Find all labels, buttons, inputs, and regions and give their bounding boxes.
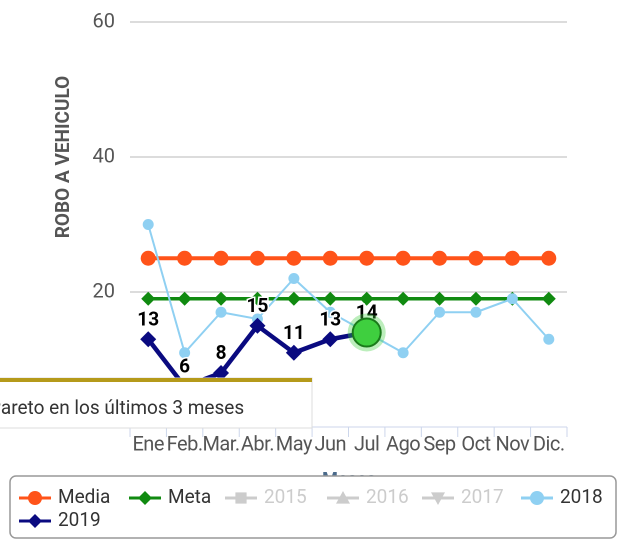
x-tick-label: Ene (132, 431, 164, 455)
data-label: 8 (216, 341, 227, 364)
data-point (286, 250, 302, 266)
x-tick-label: Ago (386, 431, 420, 455)
data-point (470, 306, 482, 318)
data-point (468, 250, 484, 266)
data-point (214, 291, 229, 306)
data-point (322, 331, 339, 348)
data-point (249, 250, 265, 266)
data-point (324, 306, 336, 318)
data-point (541, 250, 557, 266)
data-point (213, 250, 229, 266)
x-tick-label: Abr. (241, 431, 274, 455)
legend-label: 2015 (264, 485, 307, 508)
data-point (285, 344, 302, 361)
data-point (541, 291, 556, 306)
legend-label: Media (58, 485, 110, 508)
legend-marker (28, 514, 42, 528)
x-tick-label: Oct (461, 431, 490, 455)
x-tick-label: May (276, 431, 313, 455)
data-point (142, 219, 154, 230)
x-tick-label: Feb. (167, 431, 203, 455)
legend-item[interactable]: 2015 (225, 485, 307, 508)
data-point (468, 291, 483, 306)
data-point (288, 273, 300, 284)
data-point (359, 291, 374, 306)
y-axis-title: ROBO A VEHICULO (51, 76, 74, 239)
data-point (141, 291, 156, 306)
tooltip-text: Pareto en los últimos 3 meses (0, 396, 244, 419)
y-tick-label: 20 (93, 278, 115, 302)
highlight-marker (351, 317, 382, 348)
y-tick-label: 40 (93, 143, 115, 167)
legend-item[interactable]: Meta (129, 485, 211, 508)
legend-marker (235, 492, 247, 504)
tooltip-border (0, 378, 312, 382)
data-label: 6 (179, 355, 190, 378)
data-point (506, 293, 518, 305)
data-point (432, 291, 447, 306)
legend-item[interactable]: 2018 (521, 485, 603, 508)
legend-marker (530, 491, 544, 505)
legend-label: Meta (168, 485, 211, 508)
legend-marker (336, 491, 350, 504)
data-point (177, 291, 192, 306)
x-tick-label: Jun (314, 431, 346, 455)
data-point (434, 306, 446, 318)
data-point (213, 365, 230, 381)
data-label: 15 (247, 294, 269, 317)
legend-box (9, 475, 617, 539)
data-point (359, 250, 375, 266)
data-label: 13 (137, 307, 159, 330)
data-point (397, 347, 409, 359)
legend-item[interactable]: 2016 (327, 485, 409, 508)
legend-marker (431, 492, 445, 505)
tooltip-box (0, 377, 313, 429)
x-tick-label: Jul (354, 431, 379, 455)
data-point (140, 331, 157, 348)
data-point (215, 306, 227, 318)
data-point (432, 250, 448, 266)
legend-marker (138, 491, 152, 505)
y-tick-label: 60 (93, 8, 115, 32)
legend-item[interactable]: Media (19, 485, 110, 508)
x-tick-label: Nov (496, 431, 531, 455)
legend-label: 2019 (58, 508, 101, 531)
data-point (179, 347, 191, 359)
data-point (543, 333, 555, 345)
series-line (147, 224, 550, 354)
x-tick-label: Sep (423, 431, 455, 455)
data-point (396, 291, 411, 306)
data-point (286, 291, 301, 306)
legend-item[interactable]: 2017 (422, 485, 504, 508)
data-point (250, 291, 265, 306)
legend-marker (28, 491, 42, 505)
x-tick-label: Mar. (202, 431, 239, 455)
data-point (322, 250, 338, 266)
data-point (323, 291, 338, 306)
data-label: 11 (283, 321, 305, 344)
data-point (249, 317, 266, 334)
data-label: 13 (319, 307, 341, 330)
legend-item[interactable]: 2019 (19, 508, 101, 531)
legend-label: 2017 (461, 485, 504, 508)
data-point (140, 250, 156, 266)
x-tick-label: Dic. (533, 431, 565, 455)
legend-label: 2016 (366, 485, 409, 508)
data-point (504, 250, 520, 266)
data-point (177, 250, 193, 266)
legend-label: 2018 (560, 485, 603, 508)
data-point (395, 250, 411, 266)
